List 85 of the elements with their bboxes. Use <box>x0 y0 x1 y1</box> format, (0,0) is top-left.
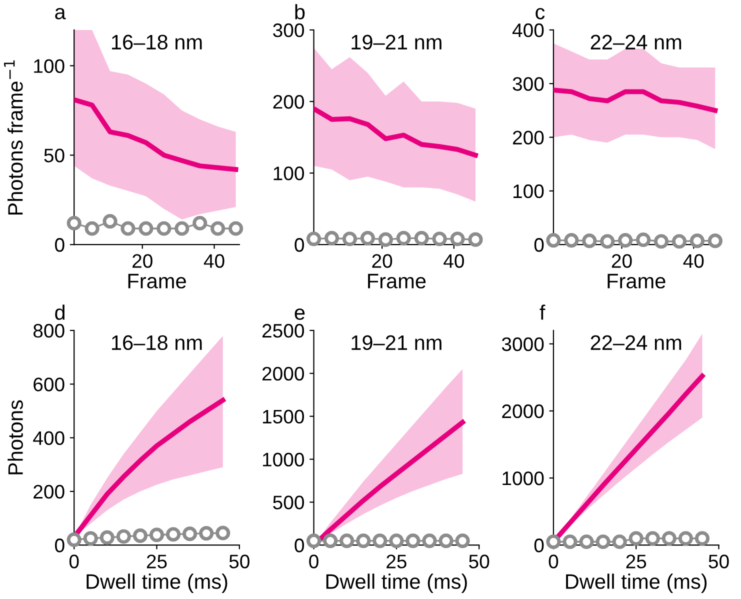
point <box>84 221 100 236</box>
y-tick-label: 300 <box>512 77 544 91</box>
x-tick-label: 40 <box>444 254 464 268</box>
y-tick-label: 3000 <box>502 337 544 352</box>
x-axis-title: Dwell time (ms) <box>86 574 228 594</box>
y-tick-label: 300 <box>273 23 304 38</box>
y-tick-label: 0 <box>534 238 544 252</box>
x-axis-title: Frame <box>368 274 426 288</box>
y-tick-label: 1000 <box>502 471 544 486</box>
line-series <box>314 106 478 158</box>
y-tick-label: 1500 <box>262 410 304 424</box>
text: a <box>55 8 66 20</box>
y-tick-label: 800 <box>33 324 64 338</box>
x-axis-title: Frame <box>128 274 186 288</box>
x-axis-title: Dwell time (ms) <box>566 574 707 594</box>
point <box>149 528 164 542</box>
y-axis-title: Photons frame$^{−1}$ <box>4 60 23 215</box>
point <box>174 221 190 236</box>
y-tick-label: 400 <box>512 23 544 38</box>
point <box>210 221 226 236</box>
x-tick-label: 20 <box>372 254 392 268</box>
x-tick-label: 25 <box>386 554 406 568</box>
y-tick-label: 200 <box>34 484 64 499</box>
x-tick-label: 20 <box>612 254 632 268</box>
x-tick-label: 50 <box>229 554 250 568</box>
chart-title: 22–24 nm <box>590 34 682 50</box>
x-tick-label: 50 <box>708 554 729 568</box>
chart-title: 19–21 nm <box>352 335 442 350</box>
y-tick-label: 2000 <box>502 404 544 418</box>
text: e <box>294 308 305 320</box>
x-tick-label: 40 <box>683 254 704 268</box>
point <box>66 532 82 548</box>
y-tick-label: 100 <box>274 166 304 180</box>
text: d <box>55 304 64 320</box>
point <box>182 526 198 542</box>
x-tick-label: 0 <box>548 554 558 568</box>
y-tick-label: 2500 <box>262 324 304 338</box>
point <box>216 526 230 540</box>
y-tick-label: 2000 <box>262 366 304 381</box>
y-tick-label: 600 <box>34 378 64 392</box>
y-tick-label: 50 <box>44 148 64 162</box>
y-tick-label: 100 <box>34 59 64 73</box>
y-axis-title: Photons <box>8 400 23 474</box>
point <box>138 221 154 236</box>
point <box>199 526 214 541</box>
chart-title: 16–18 nm <box>112 34 202 50</box>
point <box>156 221 172 236</box>
point <box>66 216 82 230</box>
chart-title: 22–24 nm <box>590 335 682 350</box>
y-tick-label: 0 <box>55 238 64 252</box>
text: c <box>536 8 545 20</box>
point <box>102 214 118 229</box>
y-tick-label: 500 <box>273 496 304 510</box>
y-tick-label: 200 <box>512 130 544 145</box>
y-tick-label: 0 <box>294 238 304 252</box>
point <box>132 528 148 543</box>
x-axis-title: Dwell time (ms) <box>326 574 467 594</box>
x-tick-label: 25 <box>626 554 646 568</box>
point <box>166 527 181 542</box>
line-series <box>74 97 238 172</box>
point <box>120 221 136 236</box>
y-tick-label: 200 <box>273 94 304 109</box>
y-tick-label: 400 <box>33 431 64 446</box>
y-tick-label: 1000 <box>262 452 304 466</box>
x-tick-label: 0 <box>309 554 318 568</box>
x-tick-label: 0 <box>69 554 79 568</box>
point <box>83 531 98 546</box>
point <box>116 529 131 544</box>
y-tick-label: 100 <box>513 184 544 198</box>
chart-title: 16–18 nm <box>112 335 202 350</box>
x-tick-label: 50 <box>469 554 490 568</box>
x-tick-label: 20 <box>132 254 152 268</box>
x-tick-label: 40 <box>204 254 224 268</box>
text: f <box>540 304 546 320</box>
point <box>192 216 208 230</box>
text: b <box>295 4 305 20</box>
point <box>228 221 244 236</box>
chart-title: 19–21 nm <box>352 34 442 50</box>
x-axis-title: Frame <box>608 274 666 288</box>
point <box>100 530 114 545</box>
y-tick-label: 0 <box>534 538 544 552</box>
line-series <box>553 88 718 113</box>
y-tick-label: 0 <box>294 538 304 552</box>
x-tick-label: 25 <box>146 554 167 568</box>
y-tick-label: 0 <box>55 538 64 552</box>
